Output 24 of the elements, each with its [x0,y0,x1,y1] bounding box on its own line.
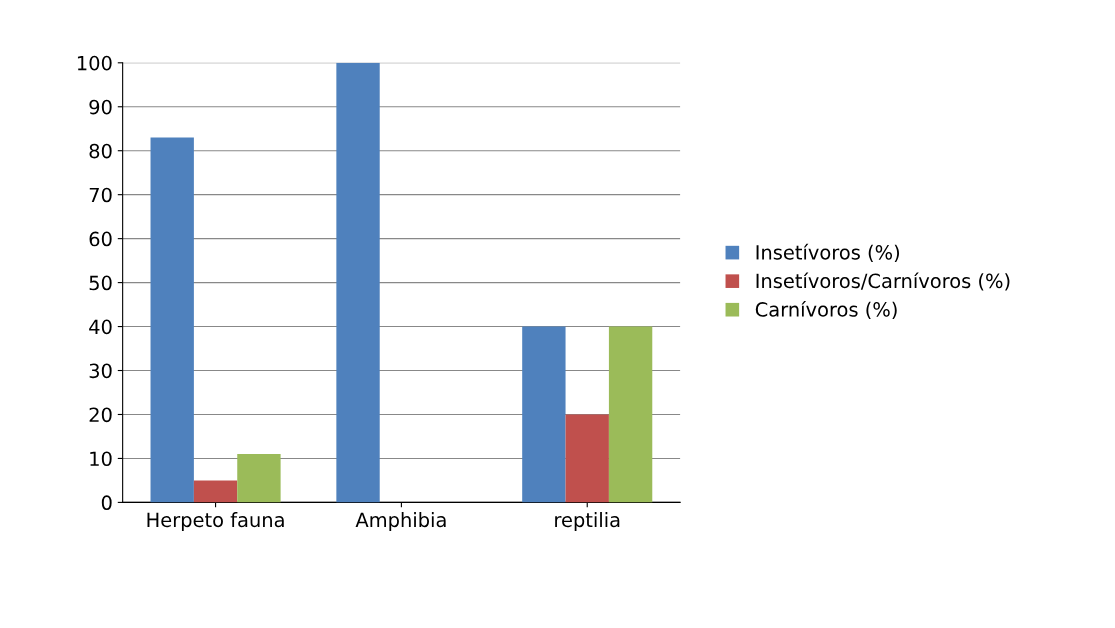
y-tick-label: 0 [101,495,112,511]
bar [193,480,238,503]
y-tick-label: 20 [89,407,112,423]
y-tick-label: 100 [77,55,112,71]
x-tick-label: Herpeto fauna [147,512,284,531]
bar [237,454,281,503]
y-tick-label: 80 [89,143,112,159]
y-tick-label: 70 [89,187,112,203]
y-tick-label: 10 [90,451,112,467]
legend-label: Insetívoros (%) [756,243,900,262]
y-tick-label: 30 [89,363,112,379]
bar [608,326,653,503]
y-tick-label: 90 [89,99,112,115]
x-tick-label: reptilia [555,512,620,531]
y-tick-label: 60 [89,231,112,247]
x-tick-label: Amphibia [355,512,446,531]
bar [522,326,566,503]
bar [336,62,380,503]
legend-label: Carnívoros (%) [755,300,897,320]
legend-label: Insetívoros/Carnívoros (%) [756,272,1010,291]
y-tick-label: 40 [89,319,112,335]
bar [565,414,609,503]
y-tick-label: 50 [89,275,112,291]
bar [150,137,194,503]
